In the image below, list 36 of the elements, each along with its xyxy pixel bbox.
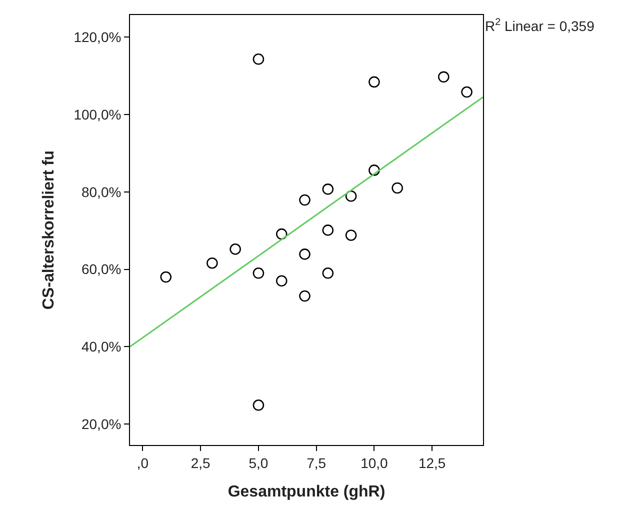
point: [276, 275, 288, 287]
point: [322, 184, 334, 195]
point: [252, 53, 264, 65]
point: [322, 268, 334, 279]
point: [461, 86, 472, 98]
point: [368, 164, 380, 176]
point: [252, 268, 264, 279]
point: [252, 399, 264, 411]
point: [345, 230, 357, 241]
point: [160, 271, 172, 283]
y-tick-label: 20,0%: [81, 416, 122, 432]
point: [299, 290, 310, 302]
x-tick-label: ,0: [136, 454, 149, 471]
point: [345, 190, 357, 202]
x-tick-label: 2,5: [190, 454, 211, 471]
point: [230, 244, 241, 255]
point: [299, 248, 310, 260]
y-axis-title: CS-alterskorreliert fu: [40, 150, 58, 310]
y-tick-label: 80,0%: [81, 184, 122, 200]
point: [206, 257, 218, 269]
point: [299, 194, 310, 206]
point: [438, 71, 450, 83]
point: [392, 182, 403, 194]
x-tick-label: 10,0: [360, 454, 388, 471]
x-tick-label: 7,5: [306, 454, 326, 471]
x-tick-label: 5,0: [248, 454, 268, 471]
y-tick-label: 120,0%: [74, 28, 122, 45]
point: [276, 228, 288, 240]
x-tick-label: 12,5: [418, 454, 446, 471]
y-tick-label: 60,0%: [81, 261, 122, 278]
text: R$^{2}$ Linear = 0,359: [485, 17, 595, 34]
x-axis-title: Gesamtpunkte (ghR): [228, 484, 386, 500]
point: [368, 76, 380, 88]
y-tick-label: 40,0%: [81, 338, 122, 355]
y-tick-label: 100,0%: [74, 106, 122, 122]
point: [322, 224, 334, 236]
